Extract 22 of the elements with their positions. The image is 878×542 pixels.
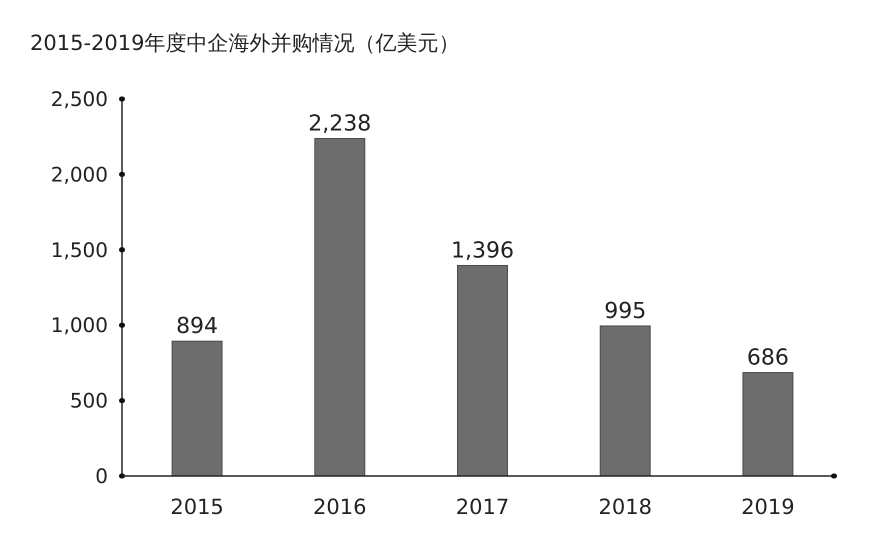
x-tick-label: 2018 (598, 495, 652, 519)
bar (457, 264, 508, 476)
y-tick-label: 2,000 (50, 162, 108, 186)
x-tick-label: 2017 (456, 495, 510, 519)
data-label: 686 (746, 346, 789, 371)
y-tick-label: 1,500 (50, 238, 108, 262)
chart-title: 2015-2019年度中企海外并购情况（亿美元） (30, 31, 460, 55)
bar (600, 325, 651, 476)
bar (742, 372, 794, 476)
bar (314, 138, 366, 476)
x-tick-label: 2015 (170, 495, 224, 519)
x-tick-label: 2019 (741, 495, 795, 519)
y-tick-label: 500 (70, 388, 108, 413)
data-label: 1,396 (451, 238, 514, 264)
bar (172, 340, 223, 476)
data-label: 894 (176, 314, 218, 340)
data-label: 2,238 (308, 112, 372, 137)
data-label: 995 (604, 298, 646, 324)
x-tick-label: 2016 (313, 495, 367, 519)
y-tick-label: 1,000 (50, 313, 108, 338)
y-tick-label: 2,500 (50, 87, 108, 111)
y-tick-label: 0 (95, 464, 108, 488)
